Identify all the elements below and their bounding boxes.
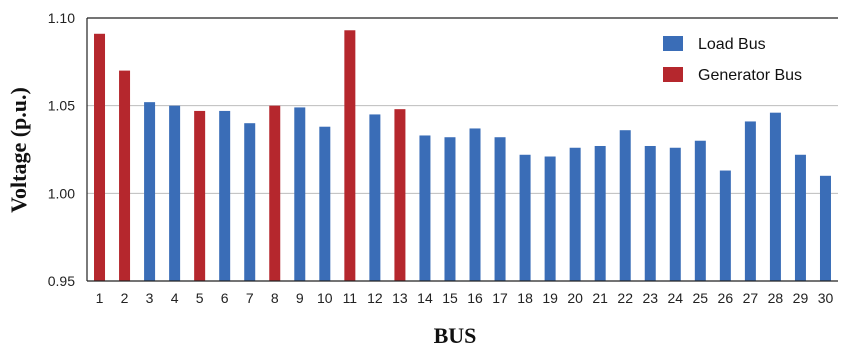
bar-bus-24-load <box>669 147 681 281</box>
x-tick-label: 2 <box>121 290 129 306</box>
x-tick-label: 13 <box>392 290 408 306</box>
y-tick-labels: 0.95 1.00 1.05 1.10 <box>48 10 75 289</box>
x-tick-label: 22 <box>617 290 633 306</box>
bar-bus-16-load <box>469 128 481 281</box>
y-tick-label: 1.05 <box>48 98 75 114</box>
bar-bus-3-load <box>144 102 156 281</box>
grid-lines <box>87 105 838 194</box>
x-tick-label: 25 <box>693 290 709 306</box>
bar-bus-17-load <box>494 137 506 281</box>
x-axis-title: BUS <box>434 323 477 348</box>
x-tick-label: 23 <box>642 290 658 306</box>
axes <box>86 17 838 282</box>
y-tick-label: 1.10 <box>48 10 75 26</box>
bar-bus-26-load <box>719 170 731 281</box>
bar-bus-22-load <box>619 130 631 281</box>
bar-bus-25-load <box>694 140 706 281</box>
bar-bus-19-load <box>544 156 556 281</box>
legend-label-generator-bus: Generator Bus <box>698 67 802 84</box>
x-tick-label: 11 <box>343 290 358 306</box>
y-axis-title: Voltage (p.u.) <box>6 87 31 213</box>
x-tick-label: 12 <box>367 290 383 306</box>
bar-bus-4-load <box>169 105 181 281</box>
bar-bus-8-generator <box>269 105 281 281</box>
x-tick-label: 18 <box>517 290 533 306</box>
x-tick-label: 1 <box>96 290 104 306</box>
bar-bus-30-load <box>819 175 831 281</box>
x-tick-labels: 1 2 3 4 5 6 7 8 9 10 11 12 13 14 15 16 17 18 19 20 21 22 23 24 2… <box>96 290 834 306</box>
x-tick-label: 3 <box>146 290 154 306</box>
bar-bus-9-load <box>294 107 306 281</box>
x-tick-label: 8 <box>271 290 279 306</box>
x-tick-label: 16 <box>467 290 483 306</box>
x-tick-label: 19 <box>542 290 558 306</box>
x-tick-label: 17 <box>492 290 508 306</box>
bar-bus-15-load <box>444 137 456 281</box>
bar-bus-13-generator <box>394 109 406 281</box>
bar-bus-5-generator <box>194 110 206 282</box>
legend-swatch-generator-bus <box>663 67 683 82</box>
x-tick-label: 7 <box>246 290 254 306</box>
x-tick-label: 30 <box>818 290 834 306</box>
bar-bus-20-load <box>569 147 581 281</box>
x-tick-label: 9 <box>296 290 304 306</box>
x-tick-label: 6 <box>221 290 229 306</box>
bars <box>94 30 831 282</box>
bar-bus-14-load <box>419 135 431 281</box>
bar-bus-18-load <box>519 154 531 281</box>
y-tick-label: 0.95 <box>48 273 75 289</box>
x-tick-label: 24 <box>667 290 683 306</box>
bar-bus-12-load <box>369 114 381 282</box>
bar-bus-6-load <box>219 110 231 282</box>
x-tick-label: 4 <box>171 290 179 306</box>
x-tick-label: 27 <box>743 290 759 306</box>
bar-bus-21-load <box>594 145 606 281</box>
legend: Load Bus Generator Bus <box>663 36 802 84</box>
bar-bus-23-load <box>644 145 656 281</box>
x-tick-label: 20 <box>567 290 583 306</box>
bar-bus-2-generator <box>119 70 131 281</box>
y-tick-label: 1.00 <box>48 185 75 201</box>
x-tick-label: 21 <box>592 290 608 306</box>
x-tick-label: 29 <box>793 290 809 306</box>
bar-bus-27-load <box>744 121 756 281</box>
x-tick-label: 15 <box>442 290 458 306</box>
x-tick-label: 26 <box>718 290 734 306</box>
x-tick-label: 28 <box>768 290 784 306</box>
bar-bus-1-generator <box>94 33 106 281</box>
x-tick-label: 14 <box>417 290 433 306</box>
bar-bus-7-load <box>244 123 256 281</box>
bar-bus-29-load <box>794 154 806 281</box>
x-tick-label: 10 <box>317 290 333 306</box>
x-tick-label: 5 <box>196 290 204 306</box>
legend-label-load-bus: Load Bus <box>698 36 766 53</box>
legend-swatch-load-bus <box>663 36 683 51</box>
bar-bus-10-load <box>319 126 331 282</box>
bar-bus-28-load <box>769 112 781 282</box>
bar-bus-11-generator <box>344 30 356 281</box>
